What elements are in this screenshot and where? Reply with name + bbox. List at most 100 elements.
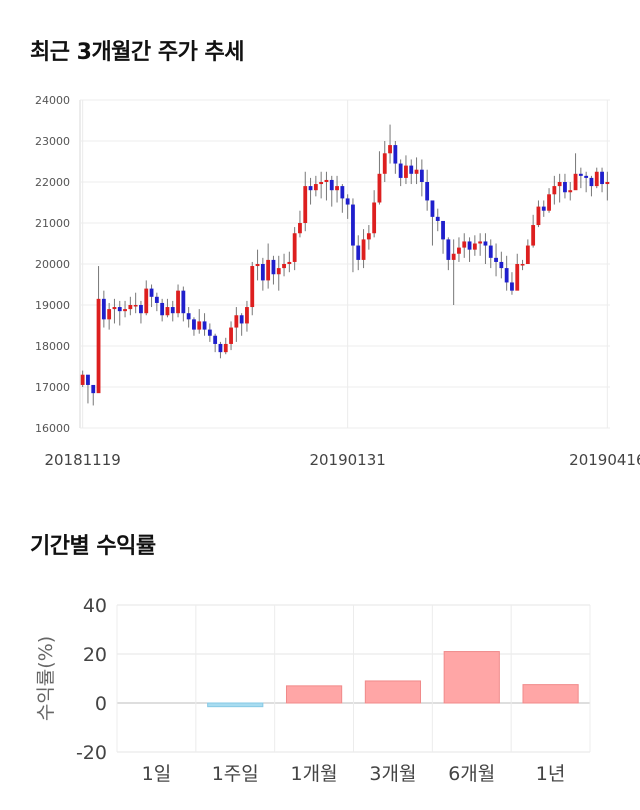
return-bar: [207, 702, 264, 708]
price-trend-title: 최근 3개월간 주가 추세: [30, 40, 244, 65]
candle-body: [435, 216, 440, 221]
candle-body: [578, 173, 583, 176]
candle-body: [552, 186, 557, 195]
candle-body: [313, 184, 318, 191]
candle-body: [446, 239, 451, 260]
candle-body: [165, 307, 170, 316]
candlestick-chart: 16000 17000 18000 19000 20000 21000 22000 23000…: [35, 94, 640, 469]
candle-body: [547, 194, 551, 211]
y-tick-label: -20: [76, 742, 107, 764]
y-tick-label: 17000: [35, 381, 70, 394]
y-axis-label: 수익률(%): [35, 636, 57, 721]
candle-body: [462, 241, 467, 248]
y-tick-label: 23000: [35, 135, 70, 148]
y-tick-label: 16000: [35, 422, 70, 435]
y-tick-label: 22000: [35, 176, 70, 189]
x-tick-label: 20190416: [569, 451, 640, 469]
candle-body: [557, 182, 562, 187]
y-tick-label: 19000: [35, 299, 70, 312]
x-tick-label: 1년: [536, 763, 566, 785]
candle-body: [271, 259, 276, 275]
candle-body: [388, 145, 392, 154]
candle-body: [589, 177, 594, 187]
candle-body: [101, 298, 106, 320]
candle-body: [520, 264, 525, 266]
candle-body: [515, 264, 520, 291]
candle-body: [266, 259, 271, 281]
candle-body: [239, 315, 244, 324]
candle-body: [504, 268, 509, 283]
candle-body: [112, 307, 117, 310]
return-bar: [364, 680, 422, 704]
candle-body: [372, 202, 377, 234]
candle-body: [144, 288, 149, 314]
candle-body: [441, 220, 445, 240]
candle-body: [170, 307, 175, 314]
x-tick-label: 20181119: [44, 451, 120, 469]
candle-body: [356, 245, 361, 260]
candle-body: [86, 374, 90, 385]
y-tick-label: 21000: [35, 217, 70, 230]
x-tick-label: 1주일: [212, 763, 259, 785]
candle-body: [282, 264, 286, 269]
candle-body: [594, 171, 599, 187]
return-bar: [443, 651, 500, 704]
candle-body: [483, 241, 488, 246]
candle-body: [457, 247, 461, 254]
candle-body: [478, 241, 483, 244]
y-tick-label: 0: [95, 693, 107, 715]
candle-body: [197, 321, 202, 330]
candle-body: [213, 335, 218, 344]
candle-body: [600, 171, 604, 185]
candle-body: [393, 145, 398, 164]
candle-body: [488, 245, 493, 258]
x-tick-label: 1개월: [291, 763, 338, 785]
candle-body: [319, 182, 324, 185]
candle-body: [91, 384, 96, 394]
candle-body: [573, 173, 578, 191]
candle-body: [139, 305, 143, 314]
x-tick-label: 1일: [142, 763, 172, 785]
candle-body: [409, 165, 414, 174]
x-tick-label: 3개월: [369, 763, 416, 785]
y-tick-label: 20: [83, 644, 107, 666]
candle-body: [202, 321, 207, 330]
candle-body: [133, 305, 138, 307]
return-bar: [285, 685, 343, 704]
candle-body: [377, 173, 382, 203]
candle-body: [181, 290, 186, 314]
candle-body: [467, 241, 472, 250]
candle-body: [340, 186, 345, 199]
candle-body: [536, 206, 541, 226]
candle-body: [361, 239, 366, 260]
candle-body: [563, 182, 567, 193]
candle-body: [451, 253, 456, 260]
candle-body: [303, 186, 308, 223]
candle-body: [207, 329, 212, 336]
candle-body: [541, 206, 546, 211]
candle-body: [192, 319, 196, 330]
returns-bar-chart: -20 0 20 40 수익률(%) 1일 1주일 1개월 3개월 6개월 1년: [35, 595, 591, 785]
candle-body: [250, 266, 255, 308]
candle-body: [430, 200, 435, 217]
candle-body: [351, 204, 355, 246]
returns-title: 기간별 수익률: [30, 534, 156, 559]
candle-body: [510, 282, 514, 291]
candle-body: [229, 327, 233, 344]
candle-body: [366, 233, 371, 240]
candle-body: [494, 257, 498, 262]
candle-body: [298, 223, 302, 234]
candle-body: [525, 245, 530, 264]
candle-body: [154, 296, 159, 303]
candle-body: [329, 179, 334, 191]
candle-body: [160, 302, 165, 316]
candle-body: [96, 298, 101, 394]
candle-body: [584, 175, 589, 178]
x-tick-label: 20190131: [309, 451, 385, 469]
candle-body: [276, 268, 281, 275]
candle-body: [425, 182, 430, 201]
y-tick-label: 20000: [35, 258, 70, 271]
candle-body: [472, 243, 477, 250]
candle-body: [287, 261, 292, 264]
candle-body: [414, 169, 419, 174]
